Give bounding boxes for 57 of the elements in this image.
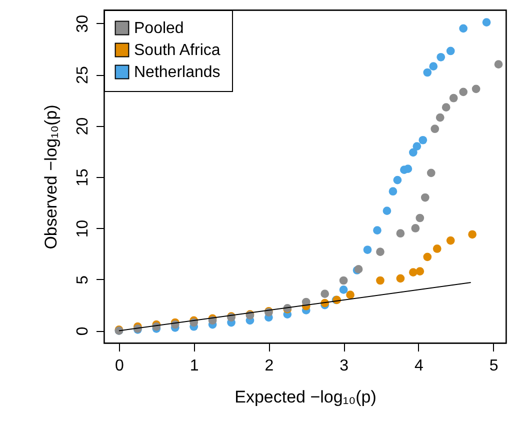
point	[468, 230, 476, 239]
legend-label: South Africa	[134, 42, 220, 59]
point	[436, 113, 444, 122]
point	[459, 88, 468, 96]
point	[396, 229, 405, 238]
y-tick-label: 5	[74, 275, 92, 284]
x-tick-label: 3	[340, 358, 349, 374]
point	[436, 52, 446, 62]
point	[494, 60, 503, 68]
legend-label: Netherlands	[134, 64, 220, 81]
point	[420, 193, 430, 202]
x-tick-label: 4	[414, 358, 424, 374]
point	[459, 24, 468, 33]
legend-label: Pooled	[134, 20, 184, 37]
point	[446, 236, 455, 245]
y-tick-label: 10	[74, 220, 92, 238]
point	[363, 246, 372, 254]
point	[423, 252, 432, 262]
point	[320, 290, 330, 298]
y-tick-label: 30	[74, 14, 92, 33]
x-axis-title: Expected −log₁₀(p)	[234, 388, 376, 406]
x-tick-label: 5	[489, 358, 498, 374]
point	[411, 224, 420, 232]
point	[376, 248, 384, 256]
point	[339, 276, 348, 285]
point	[423, 68, 432, 77]
y-axis-title: Observed −log₁₀(p)	[42, 104, 60, 250]
point	[472, 84, 480, 94]
y-tick-label: 15	[74, 168, 92, 186]
point	[396, 274, 405, 283]
point	[416, 214, 424, 222]
point	[446, 46, 455, 56]
point	[388, 187, 398, 196]
point	[430, 124, 440, 134]
point	[339, 286, 348, 294]
x-tick-label: 2	[264, 358, 274, 374]
point	[442, 103, 450, 112]
point	[416, 267, 424, 276]
point	[482, 18, 491, 26]
y-tick-label: 25	[74, 66, 92, 84]
point	[426, 168, 436, 178]
point	[449, 94, 458, 102]
x-tick-label: 1	[190, 358, 199, 374]
point	[418, 136, 428, 144]
y-tick-label: 0	[74, 326, 92, 336]
point	[429, 62, 438, 71]
point	[432, 244, 442, 253]
point	[408, 148, 418, 157]
point	[373, 226, 382, 234]
x-tick-label: 0	[115, 358, 124, 374]
point	[382, 206, 392, 215]
point	[376, 276, 384, 285]
point	[393, 176, 402, 184]
y-tick-label: 20	[74, 117, 92, 136]
point	[412, 142, 422, 150]
point	[408, 268, 418, 276]
point	[346, 290, 354, 300]
